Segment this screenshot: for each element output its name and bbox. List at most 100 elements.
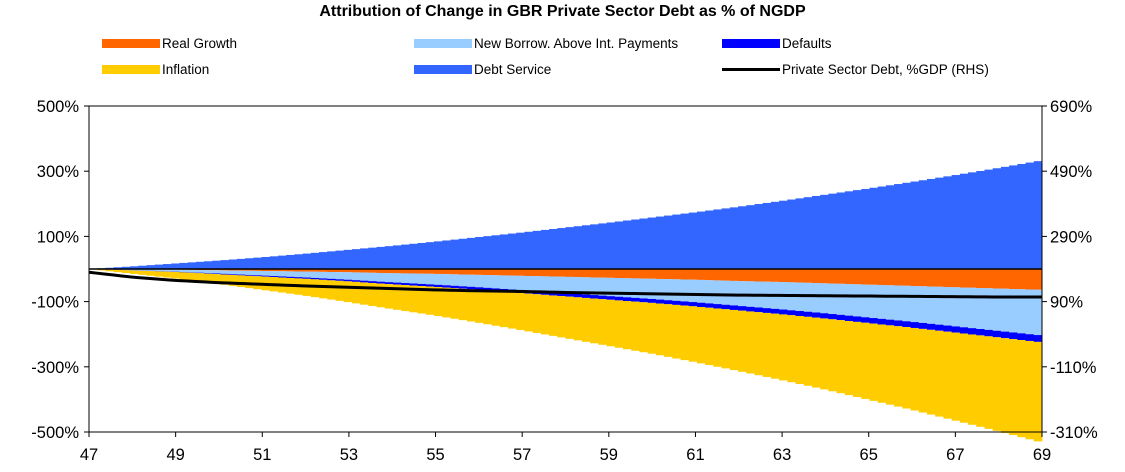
bar-debt-service xyxy=(738,206,747,269)
y-left-tick-label: -500% xyxy=(31,424,79,442)
bar-defaults xyxy=(696,302,706,307)
bar-new-borrow-above-int-payments xyxy=(647,278,657,299)
bar-new-borrow-above-int-payments xyxy=(853,284,862,317)
bar-inflation xyxy=(327,280,336,300)
bar-new-borrow-above-int-payments xyxy=(976,288,985,330)
bar-real-growth xyxy=(828,269,838,284)
bar-debt-service xyxy=(836,192,846,269)
bar-debt-service xyxy=(935,177,944,269)
bar-inflation xyxy=(434,287,443,317)
bar-new-borrow-above-int-payments xyxy=(877,285,887,319)
legend-item-inflation: Inflation xyxy=(102,59,209,79)
bar-real-growth xyxy=(976,269,985,289)
bar-new-borrow-above-int-payments xyxy=(828,283,838,315)
bar-defaults xyxy=(261,275,271,277)
bar-new-borrow-above-int-payments xyxy=(179,269,188,272)
bar-debt-service xyxy=(261,256,271,269)
bar-real-growth xyxy=(746,269,755,282)
bar-inflation xyxy=(606,299,616,347)
bar-debt-service xyxy=(926,178,936,269)
bar-new-borrow-above-int-payments xyxy=(590,277,599,296)
y-left-tick-label: 500% xyxy=(37,98,80,116)
y-right-tick-label: -110% xyxy=(1050,359,1097,377)
bar-defaults xyxy=(335,279,345,281)
bar-inflation xyxy=(162,271,172,278)
bar-inflation xyxy=(705,307,714,366)
bar-debt-service xyxy=(277,255,287,269)
bar-debt-service xyxy=(187,262,197,269)
bar-defaults xyxy=(195,272,205,274)
bar-new-borrow-above-int-payments xyxy=(245,270,254,275)
bar-debt-service xyxy=(803,197,813,269)
bar-new-borrow-above-int-payments xyxy=(360,272,369,281)
bar-inflation xyxy=(1017,340,1026,438)
bar-debt-service xyxy=(507,233,517,269)
bar-debt-service xyxy=(253,257,262,269)
bar-inflation xyxy=(466,289,476,322)
bar-debt-service xyxy=(680,213,690,269)
bar-new-borrow-above-int-payments xyxy=(705,280,714,304)
bar-defaults xyxy=(902,321,911,328)
bar-real-growth xyxy=(713,269,722,281)
bar-defaults xyxy=(754,307,764,313)
bar-defaults xyxy=(417,283,427,287)
bar-defaults xyxy=(959,327,969,334)
bar-real-growth xyxy=(910,269,920,287)
bar-new-borrow-above-int-payments xyxy=(319,271,328,279)
bar-real-growth xyxy=(442,269,451,275)
bar-debt-service xyxy=(573,226,583,269)
bar-new-borrow-above-int-payments xyxy=(869,284,879,319)
bar-defaults xyxy=(664,300,673,305)
bar-inflation xyxy=(779,314,788,381)
bar-inflation xyxy=(869,323,879,401)
y-right-tick-label: -310% xyxy=(1050,424,1098,442)
bar-debt-service xyxy=(762,202,772,269)
bar-inflation xyxy=(121,270,131,274)
bar-defaults xyxy=(1000,331,1010,339)
bar-inflation xyxy=(1033,341,1043,442)
bar-debt-service xyxy=(1000,166,1010,269)
bar-inflation xyxy=(565,296,575,339)
bar-debt-service xyxy=(581,225,591,269)
bar-real-growth xyxy=(820,269,829,284)
bar-real-growth xyxy=(787,269,796,283)
bar-inflation xyxy=(935,330,944,417)
bar-defaults xyxy=(853,316,862,322)
bar-debt-service xyxy=(721,208,731,269)
bar-defaults xyxy=(368,281,377,283)
bar-debt-service xyxy=(918,180,928,269)
bar-debt-service xyxy=(795,198,805,269)
bar-debt-service xyxy=(705,210,714,269)
bar-debt-service xyxy=(310,252,320,269)
bar-defaults xyxy=(245,274,254,276)
bar-debt-service xyxy=(959,173,969,269)
x-tick-label: 61 xyxy=(686,446,704,464)
bar-real-growth xyxy=(926,269,936,287)
bar-new-borrow-above-int-payments xyxy=(195,270,205,273)
bar-new-borrow-above-int-payments xyxy=(540,276,550,292)
bar-new-borrow-above-int-payments xyxy=(499,275,509,289)
bar-new-borrow-above-int-payments xyxy=(162,269,172,272)
bar-new-borrow-above-int-payments xyxy=(466,274,476,287)
bar-defaults xyxy=(573,293,583,298)
legend-item-defaults: Defaults xyxy=(722,33,832,53)
chart-title: Attribution of Change in GBR Private Sec… xyxy=(319,3,806,20)
bar-defaults xyxy=(450,285,460,289)
bar-defaults xyxy=(606,296,616,300)
bar-new-borrow-above-int-payments xyxy=(376,272,386,282)
bar-new-borrow-above-int-payments xyxy=(253,270,262,276)
bar-inflation xyxy=(384,284,394,309)
bar-real-growth xyxy=(795,269,805,283)
bar-defaults xyxy=(598,295,607,300)
bar-real-growth xyxy=(1017,269,1026,290)
bar-debt-service xyxy=(401,244,410,269)
bar-inflation xyxy=(138,270,147,275)
bar-inflation xyxy=(696,307,706,364)
legend-label-private-sector-debt: Private Sector Debt, %GDP (RHS) xyxy=(782,61,989,77)
bar-debt-service xyxy=(984,169,994,269)
bar-defaults xyxy=(327,278,336,281)
bar-inflation xyxy=(187,272,197,281)
bar-real-growth xyxy=(466,269,476,275)
bar-inflation xyxy=(902,327,911,409)
